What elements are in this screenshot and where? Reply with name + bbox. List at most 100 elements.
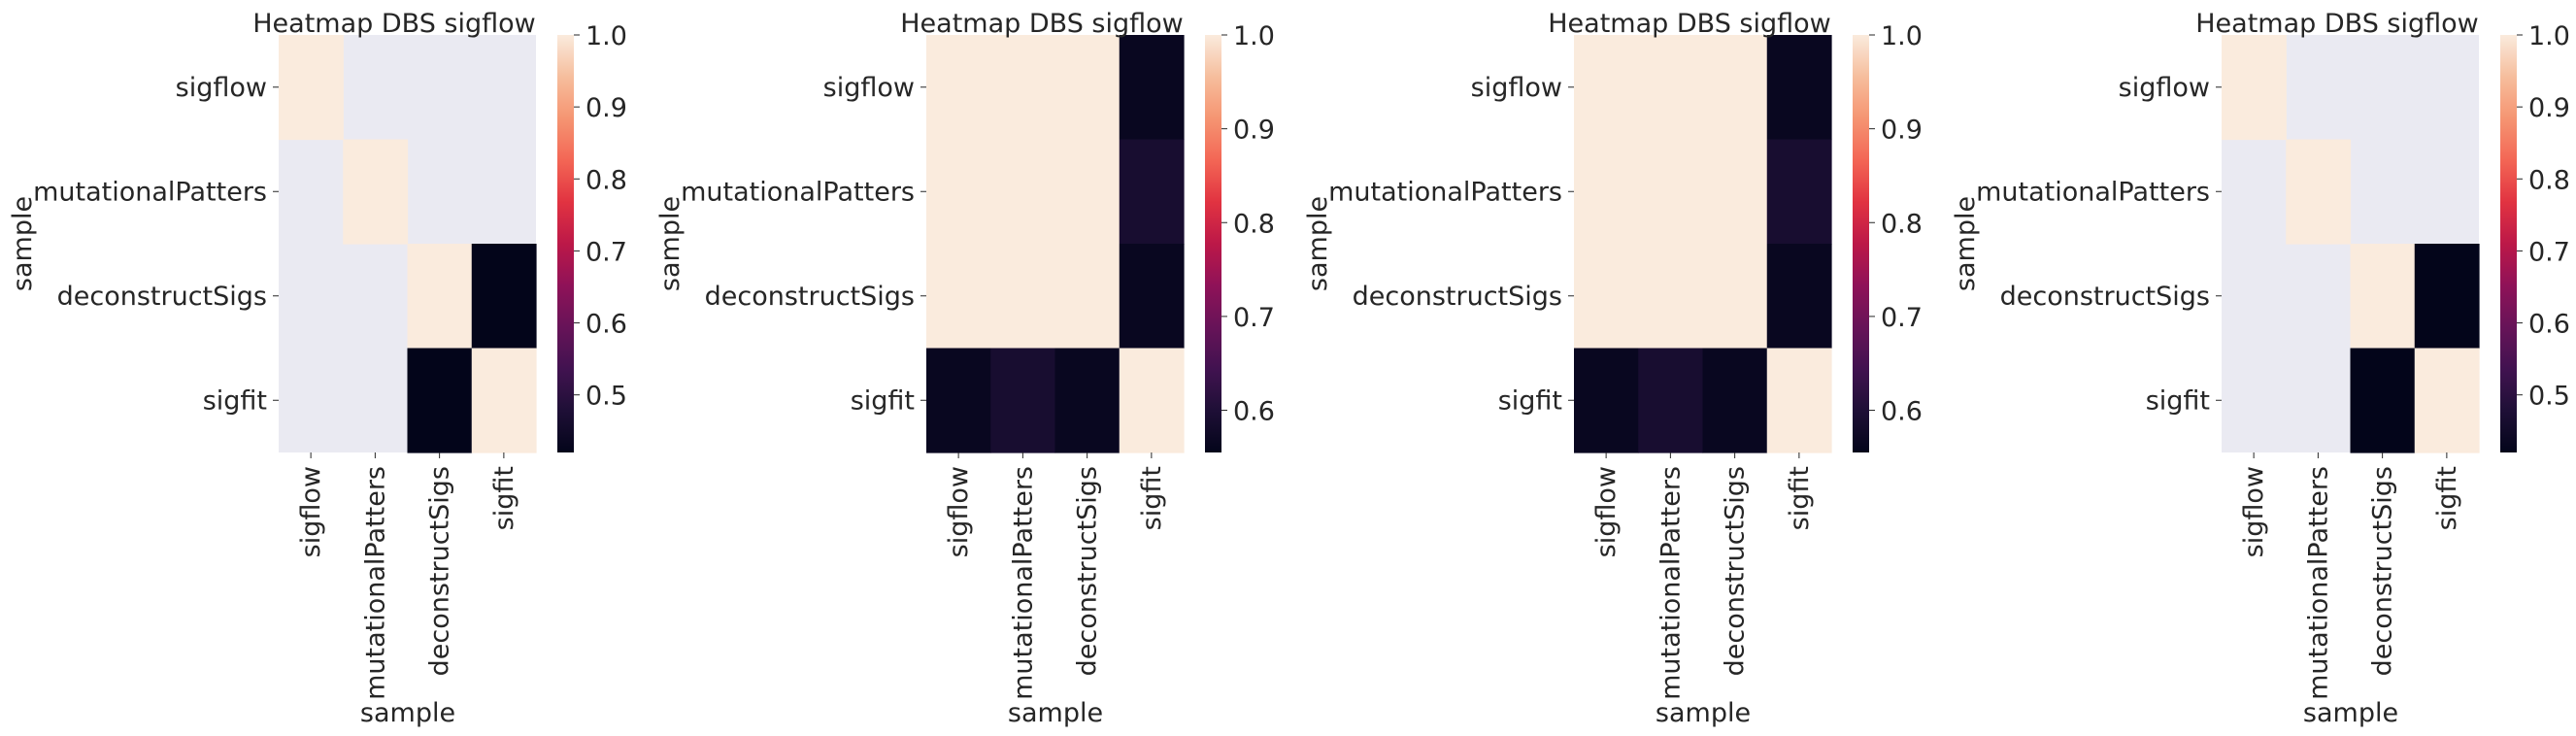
heatmap-cell-r1-c1 bbox=[1574, 35, 1639, 141]
heatmap-cell-r2-c3 bbox=[1702, 139, 1768, 245]
x-tick-label-3: deconstructSigs bbox=[1721, 466, 1751, 676]
x-axis-label: sample bbox=[1656, 698, 1751, 728]
colorbar-tick-label-3: 0.8 bbox=[585, 165, 627, 195]
heatmap-cell-r3-c2 bbox=[990, 244, 1056, 350]
heatmap-cell-r3-c3 bbox=[1702, 244, 1768, 350]
heatmap-panel-4: Heatmap DBS sigflow sigflow mutationalPatt… bbox=[1951, 9, 2570, 728]
x-tick-label-3: deconstructSigs bbox=[425, 466, 455, 676]
heatmap-cell-r1-c1 bbox=[2222, 35, 2287, 141]
heatmap-cell-r2-c2 bbox=[343, 139, 409, 245]
colorbar-tick-label-5: 0.6 bbox=[1881, 397, 1923, 427]
x-tick-label-2: mutationalPatters bbox=[2303, 466, 2333, 700]
x-tick-label-4: sigfit bbox=[1137, 466, 1167, 530]
chart-title: Heatmap DBS sigflow bbox=[900, 9, 1184, 39]
x-tick-label-3: deconstructSigs bbox=[2368, 466, 2398, 676]
colorbar-tick-label-2: 0.9 bbox=[1881, 116, 1923, 146]
heatmap-cell-r3-c2 bbox=[1638, 244, 1704, 350]
heatmap-cell-r4-c4 bbox=[1119, 348, 1185, 453]
y-tick-label-2: mutationalPatters bbox=[33, 177, 267, 207]
heatmap-cell-r4-c2 bbox=[1638, 348, 1704, 453]
y-tick-label-4: sigfit bbox=[2146, 385, 2210, 416]
heatmap-cell-r1-c3 bbox=[1054, 35, 1121, 141]
y-tick-label-1: sigflow bbox=[176, 73, 267, 103]
heatmap-cell-r4-c3 bbox=[2350, 348, 2416, 453]
colorbar-tick-label-2: 0.9 bbox=[585, 93, 627, 123]
colorbar-tick-label-1: 1.0 bbox=[1233, 21, 1275, 51]
heatmap-cell-r4-c3 bbox=[407, 348, 473, 453]
heatmap-cell-r3-c3 bbox=[1054, 244, 1121, 350]
y-tick-label-3: deconstructSigs bbox=[2000, 282, 2210, 312]
heatmap-cell-r4-c3 bbox=[1702, 348, 1768, 453]
heatmap-cell-r2-c1 bbox=[1574, 139, 1639, 245]
heatmap-cell-r3-c3 bbox=[407, 244, 473, 350]
y-axis-label: sample bbox=[1951, 196, 1981, 291]
heatmap-cell-r2-c1 bbox=[926, 139, 991, 245]
heatmap-cell-r4-c4 bbox=[1766, 348, 1832, 453]
x-tick-label-4: sigfit bbox=[1785, 466, 1815, 530]
x-axis-label: sample bbox=[360, 698, 455, 728]
heatmap-cell-r4-c2 bbox=[990, 348, 1056, 453]
heatmap-cell-r4-c3 bbox=[1054, 348, 1121, 453]
colorbar-tick-label-5: 0.6 bbox=[1233, 397, 1275, 427]
colorbar-tick-label-4: 0.7 bbox=[585, 237, 627, 267]
y-tick-label-1: sigflow bbox=[1471, 73, 1562, 103]
heatmap-cell-r4-c4 bbox=[2414, 348, 2480, 453]
heatmap-cell-r2-c4 bbox=[1766, 139, 1832, 245]
y-axis-label: sample bbox=[1303, 196, 1333, 291]
heatmap-cell-r2-c3 bbox=[1054, 139, 1121, 245]
y-tick-label-3: deconstructSigs bbox=[57, 282, 267, 312]
colorbar bbox=[1853, 35, 1869, 452]
y-tick-label-2: mutationalPatters bbox=[1328, 177, 1562, 207]
heatmap-cell-r3-c4 bbox=[471, 244, 537, 350]
y-axis-label: sample bbox=[655, 196, 686, 291]
colorbar-tick-label-4: 0.7 bbox=[1881, 303, 1923, 333]
x-tick-label-1: sigflow bbox=[2239, 466, 2269, 557]
heatmap-cell-r2-c4 bbox=[1119, 139, 1185, 245]
colorbar bbox=[1205, 35, 1221, 452]
chart-title: Heatmap DBS sigflow bbox=[1548, 9, 1831, 39]
heatmap-cell-r1-c1 bbox=[926, 35, 991, 141]
y-tick-label-3: deconstructSigs bbox=[705, 282, 915, 312]
heatmap-cell-r3-c3 bbox=[2350, 244, 2416, 350]
colorbar-tick-label-3: 0.8 bbox=[2528, 165, 2570, 195]
chart-title: Heatmap DBS sigflow bbox=[2195, 9, 2479, 39]
colorbar-tick-label-1: 1.0 bbox=[585, 21, 627, 51]
heatmap-cell-r1-c4 bbox=[1766, 35, 1832, 141]
y-tick-label-4: sigfit bbox=[851, 385, 915, 416]
x-tick-label-4: sigfit bbox=[2432, 466, 2462, 530]
heatmap-cell-r3-c1 bbox=[926, 244, 991, 350]
heatmap-cell-r3-c1 bbox=[1574, 244, 1639, 350]
colorbar-tick-label-2: 0.9 bbox=[1233, 116, 1275, 146]
heatmap-cell-r2-c2 bbox=[990, 139, 1056, 245]
colorbar-tick-label-1: 1.0 bbox=[1881, 21, 1923, 51]
heatmap-cell-r3-c4 bbox=[1119, 244, 1185, 350]
colorbar-tick-label-1: 1.0 bbox=[2528, 21, 2570, 51]
y-tick-label-2: mutationalPatters bbox=[1976, 177, 2210, 207]
x-tick-label-2: mutationalPatters bbox=[1656, 466, 1686, 700]
x-tick-label-1: sigflow bbox=[944, 466, 974, 557]
heatmap-cell-r3-c4 bbox=[2414, 244, 2480, 350]
heatmap-cell-r4-c4 bbox=[471, 348, 537, 453]
chart-title: Heatmap DBS sigflow bbox=[252, 9, 536, 39]
x-tick-label-3: deconstructSigs bbox=[1073, 466, 1103, 676]
heatmap-panel-2: Heatmap DBS sigflow sigflow mutationalPatt… bbox=[655, 9, 1275, 728]
heatmap-cell-r1-c2 bbox=[1638, 35, 1704, 141]
heatmap-panel-1: Heatmap DBS sigflow sigflow mutationalPatt… bbox=[8, 9, 627, 728]
x-axis-label: sample bbox=[1008, 698, 1103, 728]
heatmap-cell-r2-c2 bbox=[1638, 139, 1704, 245]
y-tick-label-2: mutationalPatters bbox=[681, 177, 915, 207]
colorbar-tick-label-4: 0.7 bbox=[1233, 303, 1275, 333]
colorbar-tick-label-6: 0.5 bbox=[2528, 382, 2570, 412]
colorbar-tick-label-2: 0.9 bbox=[2528, 93, 2570, 123]
y-tick-label-3: deconstructSigs bbox=[1353, 282, 1562, 312]
y-tick-label-1: sigflow bbox=[2119, 73, 2210, 103]
colorbar-tick-label-5: 0.6 bbox=[585, 310, 627, 340]
heatmap-cell-r1-c2 bbox=[990, 35, 1056, 141]
heatmap-panel-3: Heatmap DBS sigflow sigflow mutationalPatt… bbox=[1303, 9, 1923, 728]
heatmap-cell-r4-c1 bbox=[1574, 348, 1639, 453]
x-tick-label-1: sigflow bbox=[1591, 466, 1622, 557]
colorbar-tick-label-3: 0.8 bbox=[1881, 209, 1923, 239]
x-tick-label-1: sigflow bbox=[296, 466, 326, 557]
x-axis-label: sample bbox=[2303, 698, 2398, 728]
